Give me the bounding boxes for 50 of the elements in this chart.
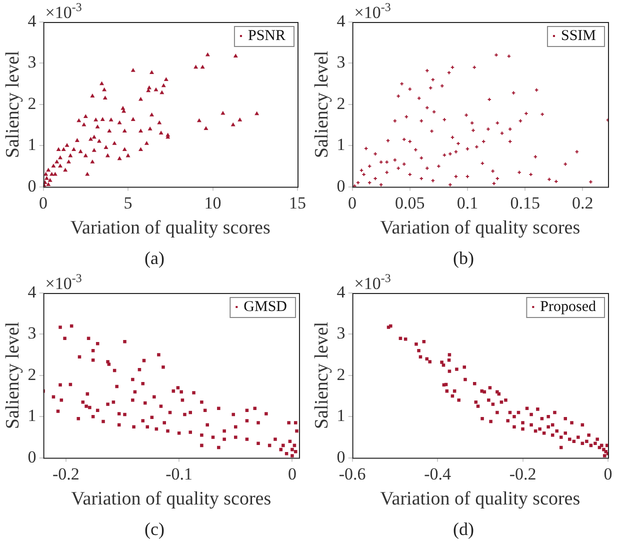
y-tick-label: 4 (336, 11, 346, 30)
y-tick-label: 2 (336, 94, 346, 113)
x-tick-label: -0.2 (509, 464, 536, 484)
legend-label: SSIM (560, 28, 596, 44)
y-tick-label: 1 (336, 135, 346, 154)
y-tick-label: 3 (28, 52, 36, 72)
y-tick-label: 0 (336, 176, 346, 196)
text: (a) (144, 248, 166, 269)
x-axis-title: Variation of quality scores (380, 488, 580, 510)
x-tick-label: -0.6 (338, 464, 366, 484)
y-tick-label: 0 (28, 176, 36, 196)
y-tick-label: 4 (28, 11, 37, 30)
x-tick-label: 0.15 (510, 193, 540, 212)
y-axis-title: Saliency level (311, 50, 332, 158)
x-tick-label: 0 (604, 464, 612, 484)
x-tick-label: 15 (289, 193, 306, 212)
x-tick-label: 5 (124, 193, 132, 212)
x-tick-label: 0.1 (456, 193, 478, 212)
x-axis-title: Variation of quality scores (380, 218, 580, 239)
text: (b) (452, 248, 475, 269)
y-tick-label: 0 (336, 447, 346, 466)
x-axis-title: Variation of quality scores (71, 488, 272, 510)
y-axis-title: Saliency level (2, 50, 24, 158)
x-axis-title: Variation of quality scores (70, 218, 270, 239)
legend-label: Proposed (540, 298, 596, 315)
x-tick-label: -0.1 (166, 464, 193, 484)
text: (d) (452, 519, 475, 540)
x-tick-label: 10 (204, 193, 222, 212)
y-tick-label: 1 (336, 406, 346, 426)
legend-label: PSNR (248, 28, 286, 44)
y-tick-label: 4 (28, 282, 37, 302)
y-tick-label: 2 (28, 94, 36, 113)
y-tick-label: 3 (336, 324, 346, 343)
y-tick-label: 3 (336, 52, 346, 72)
y-tick-label: 0 (28, 447, 36, 466)
y-tick-label: 1 (28, 406, 36, 426)
legend-label: GMSD (244, 298, 288, 315)
y-tick-label: 4 (336, 282, 346, 302)
y-tick-label: 2 (28, 364, 36, 384)
y-tick-label: 3 (28, 324, 36, 343)
x-tick-label: -0.2 (52, 464, 80, 484)
x-tick-label: 0.2 (572, 193, 594, 212)
x-tick-label: -0.4 (424, 464, 452, 484)
y-tick-label: 2 (336, 364, 346, 384)
y-axis-title: Saliency level (2, 322, 24, 429)
x-tick-label: 0 (288, 464, 296, 484)
x-tick-label: 0.05 (395, 193, 425, 212)
text: (c) (144, 519, 166, 540)
y-tick-label: 1 (28, 135, 36, 154)
y-axis-title: Saliency level (311, 322, 332, 429)
